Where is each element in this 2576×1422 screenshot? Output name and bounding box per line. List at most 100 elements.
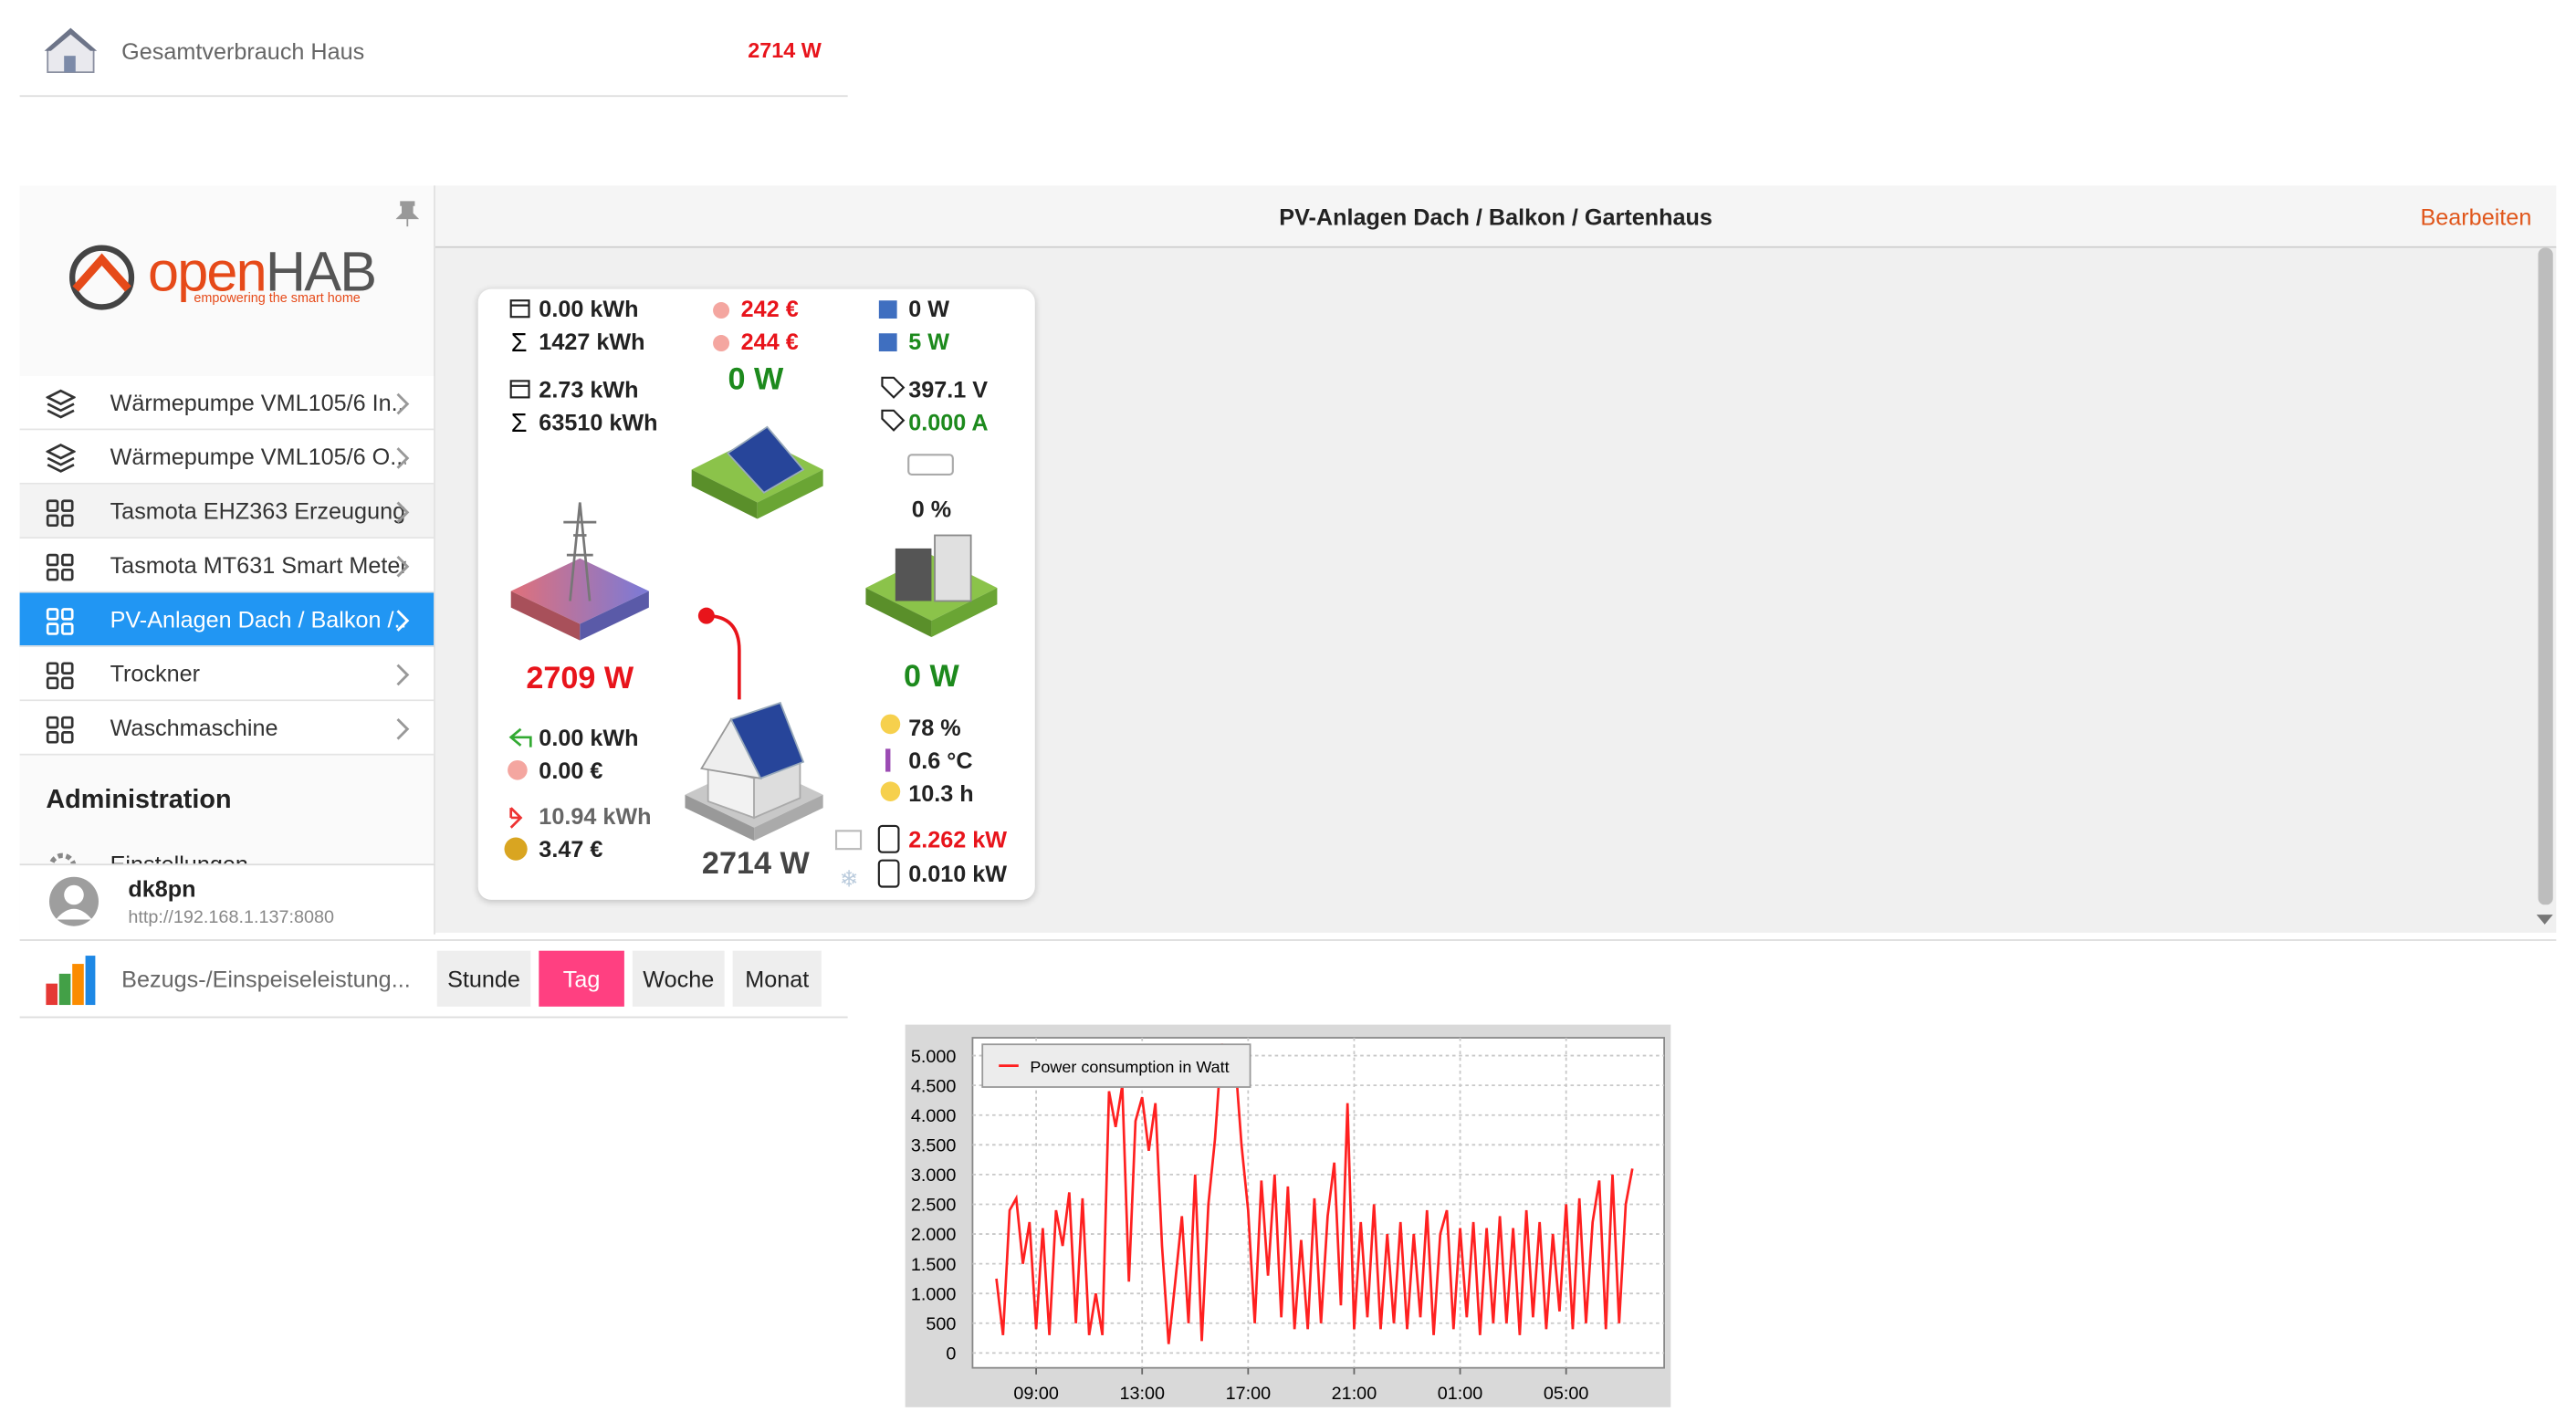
menu-icon (46, 444, 76, 473)
user-url: http://192.168.1.137:8080 (128, 907, 335, 928)
value: 397.1 V (908, 375, 989, 403)
period-button[interactable]: Tag (539, 950, 624, 1007)
edit-link[interactable]: Bearbeiten (2420, 204, 2532, 230)
logo-hab: HAB (265, 241, 377, 304)
x-tick-label: 13:00 (1119, 1384, 1165, 1404)
y-tick-label: 500 (926, 1314, 956, 1334)
chart-icon (46, 956, 96, 1006)
x-tick-label: 17:00 (1226, 1384, 1272, 1404)
section-title: Administration (46, 786, 232, 815)
menu-icon (46, 716, 74, 744)
chart: 0 500 1.000 1.500 2.000 2.500 3.000 3.500 4.000 4… (905, 1024, 1671, 1407)
y-tick-label: 5.000 (911, 1047, 957, 1067)
y-tick-label: 4.000 (911, 1106, 957, 1126)
menu-item[interactable]: Wärmepumpe VML105/6 In... (19, 375, 435, 431)
menu-icon (46, 389, 76, 419)
menu-item[interactable]: PV-Anlagen Dach / Balkon /... (19, 592, 435, 647)
value: 3.47 € (539, 835, 603, 863)
value: 63510 kWh (539, 408, 658, 435)
y-tick-label: 2.500 (911, 1196, 957, 1216)
gear-icon (48, 852, 77, 864)
menu-item[interactable]: Trockner (19, 646, 435, 702)
avatar (48, 876, 99, 926)
y-tick-label: 3.000 (911, 1166, 957, 1186)
card-label: Gesamtverbrauch Haus (121, 37, 365, 65)
value: 0 W (904, 660, 959, 695)
menu-item[interactable]: Tasmota MT631 Smart Meter (19, 538, 435, 593)
logo-mark (69, 245, 135, 310)
menu-item[interactable]: Tasmota EHZ363 Erzeugung... (19, 484, 435, 539)
svg-text:Σ: Σ (511, 409, 528, 438)
user-box[interactable]: dk8pn http://192.168.1.137:8080 (19, 863, 435, 935)
menu-item[interactable]: Wärmepumpe VML105/6 O... (19, 430, 435, 485)
x-tick-label: 05:00 (1544, 1384, 1589, 1404)
logo-text: openHAB (148, 241, 377, 304)
card-value: 2714 W (748, 37, 822, 63)
x-tick-label: 09:00 (1013, 1384, 1059, 1404)
chart-label: Bezugs-/Einspeiseleistung... (121, 965, 411, 992)
menu-icon (46, 499, 74, 528)
period-button[interactable]: Stunde (436, 950, 531, 1007)
house-icon (44, 27, 98, 74)
value: 244 € (740, 328, 799, 355)
menu-icon (46, 608, 74, 635)
y-tick-label: 4.500 (911, 1076, 957, 1096)
menu-label: Trockner (110, 660, 201, 687)
y-tick-label: 1.500 (911, 1255, 957, 1275)
menu-label: Waschmaschine (110, 714, 278, 741)
value: 0 W (908, 295, 950, 322)
pin-icon[interactable] (395, 200, 419, 227)
legend-label: Power consumption in Watt (1030, 1058, 1229, 1076)
chevron (396, 717, 410, 740)
y-tick-label: 2.000 (911, 1225, 957, 1245)
chevron (396, 501, 410, 524)
value: 1427 kWh (539, 328, 645, 355)
chevron (396, 392, 410, 415)
chevron (396, 555, 410, 578)
logo-tagline: empowering the smart home (194, 290, 361, 306)
value: 0.00 kWh (539, 295, 639, 322)
value: 2.262 kW (908, 825, 1008, 852)
value: 10.3 h (908, 779, 974, 807)
widget-graphics: Σ Σ ❄ (504, 299, 998, 893)
menu-icon (46, 662, 74, 690)
y-tick-label: 0 (946, 1344, 956, 1364)
value: 0.6 °C (908, 747, 973, 774)
period-button[interactable]: Monat (732, 950, 822, 1007)
value: 2.73 kWh (539, 375, 639, 403)
legend-box (981, 1043, 1251, 1088)
line (995, 1043, 1634, 1344)
value: 0 % (911, 496, 952, 523)
svg-text:❄: ❄ (840, 867, 859, 893)
value: 242 € (740, 295, 799, 322)
value: 2709 W (526, 662, 634, 696)
menu-label: Wärmepumpe VML105/6 In... (110, 389, 406, 416)
divider (19, 939, 2557, 941)
period-button[interactable]: Woche (632, 950, 725, 1007)
panel-title: PV-Anlagen Dach / Balkon / Gartenhaus (1279, 204, 1712, 230)
value: 0.00 kWh (539, 724, 639, 751)
x-tick-label: 21:00 (1332, 1384, 1377, 1404)
scroll-arrow[interactable] (2535, 913, 2555, 925)
menu-label: PV-Anlagen Dach / Balkon /... (110, 605, 406, 633)
user-name: dk8pn (128, 874, 196, 902)
value: 2714 W (701, 847, 810, 883)
menu-icon (46, 553, 74, 581)
chevron (396, 610, 410, 632)
section-item[interactable]: Einstellungen (20, 838, 435, 864)
value: 5 W (908, 328, 950, 355)
consumption-card[interactable]: Gesamtverbrauch Haus 2714 W (19, 6, 848, 98)
chevron (396, 664, 410, 686)
y-tick-label: 3.500 (911, 1136, 957, 1156)
section-item-label: Einstellungen (110, 847, 248, 863)
menu-label: Tasmota MT631 Smart Meter (110, 551, 406, 579)
value: 10.94 kWh (539, 802, 652, 830)
scrollbar[interactable] (2538, 247, 2553, 905)
menu-item[interactable]: Waschmaschine (19, 701, 435, 756)
svg-text:Σ: Σ (511, 329, 528, 358)
value: 78 % (908, 714, 961, 741)
panel-header: PV-Anlagen Dach / Balkon / Gartenhaus Be… (435, 185, 2557, 248)
x-tick-label: 01:00 (1438, 1384, 1483, 1404)
